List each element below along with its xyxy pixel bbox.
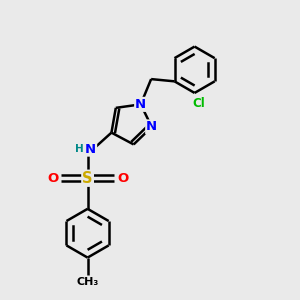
Text: N: N [135, 98, 146, 111]
Text: N: N [85, 142, 96, 156]
Text: O: O [47, 172, 58, 185]
Text: CH₃: CH₃ [76, 277, 99, 287]
Text: O: O [117, 172, 128, 185]
Text: H: H [75, 144, 84, 154]
Text: S: S [82, 171, 93, 186]
Text: N: N [146, 121, 157, 134]
Text: Cl: Cl [193, 97, 206, 110]
